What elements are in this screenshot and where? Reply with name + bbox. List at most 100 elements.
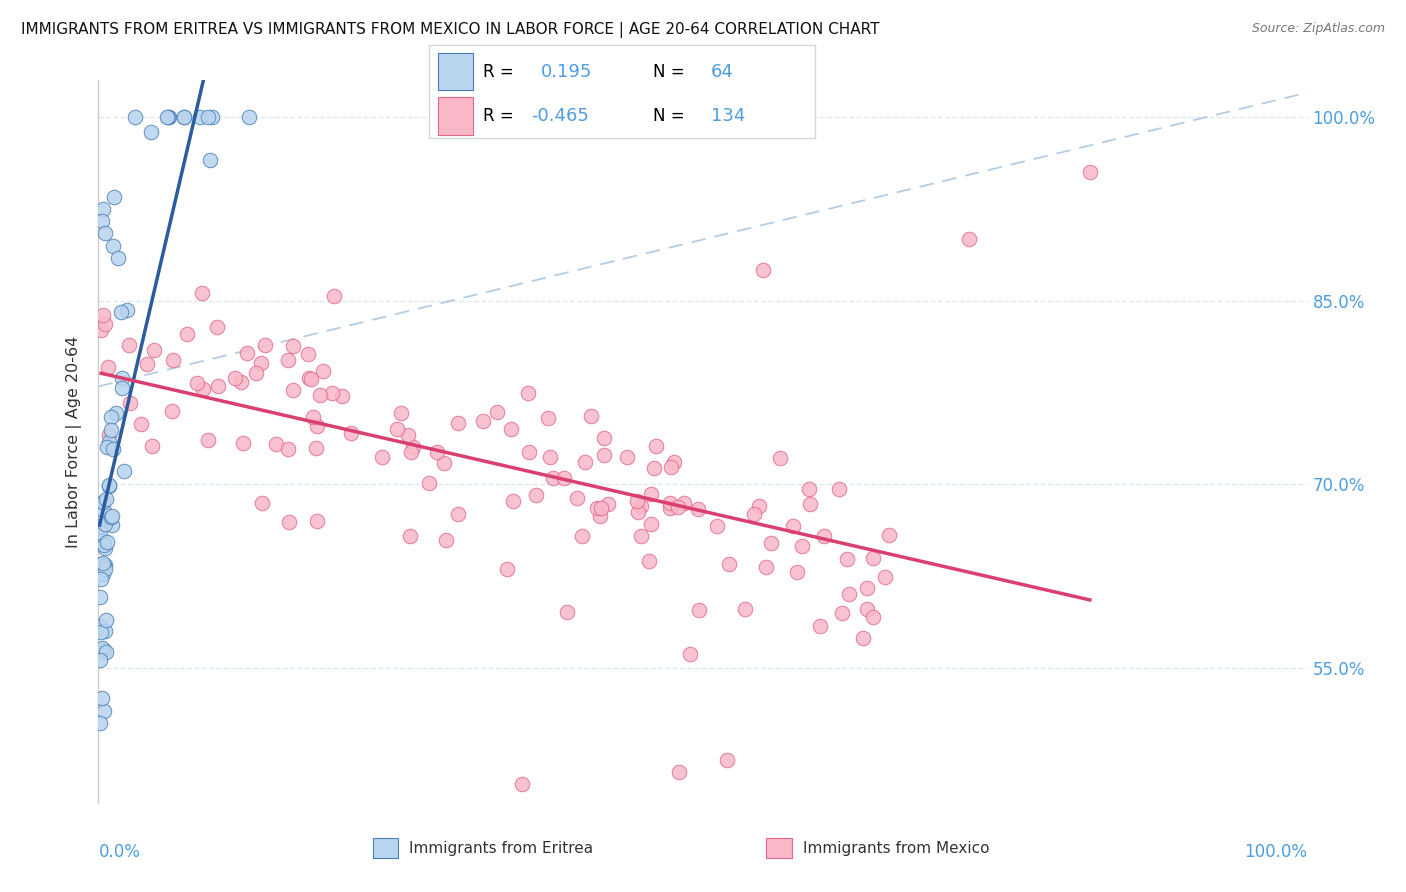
Point xyxy=(103,189,125,203)
Point xyxy=(1078,165,1101,179)
Point xyxy=(98,479,121,493)
Point xyxy=(93,562,115,576)
Point xyxy=(517,445,540,459)
Point xyxy=(100,409,122,424)
Point xyxy=(645,439,668,453)
Point xyxy=(659,459,682,474)
Point xyxy=(589,509,612,524)
Point xyxy=(679,647,702,661)
Point xyxy=(101,442,124,456)
Text: 100.0%: 100.0% xyxy=(1244,843,1308,861)
Text: 0.195: 0.195 xyxy=(541,62,592,81)
Point xyxy=(447,417,470,431)
Point xyxy=(93,559,115,574)
Point xyxy=(302,410,325,425)
Point xyxy=(298,371,321,385)
Point xyxy=(238,110,260,124)
Point xyxy=(160,404,183,418)
Point xyxy=(90,323,112,337)
Point xyxy=(643,460,665,475)
Point xyxy=(835,552,858,566)
Point xyxy=(755,559,778,574)
Point xyxy=(748,499,770,513)
Point xyxy=(586,500,609,515)
Point xyxy=(93,227,115,241)
Point xyxy=(782,518,804,533)
Point xyxy=(283,384,305,398)
Point xyxy=(90,624,112,639)
Point xyxy=(162,353,184,368)
Point xyxy=(100,509,122,524)
Point xyxy=(91,494,114,508)
Point xyxy=(98,478,121,492)
Point xyxy=(596,497,619,511)
Point xyxy=(101,238,124,252)
Point xyxy=(673,496,696,510)
Point xyxy=(855,581,877,595)
Point xyxy=(141,125,163,139)
Point xyxy=(96,535,118,549)
Point xyxy=(118,338,141,352)
Point xyxy=(91,202,114,216)
Point xyxy=(792,539,814,553)
Point xyxy=(93,318,115,332)
Point xyxy=(135,357,157,371)
Point xyxy=(688,603,710,617)
Point xyxy=(862,550,884,565)
Bar xyxy=(439,53,474,90)
Point xyxy=(666,500,689,514)
Point xyxy=(118,396,141,410)
Point xyxy=(434,533,457,548)
Point xyxy=(96,440,118,454)
Point xyxy=(485,405,508,419)
Point xyxy=(838,587,860,601)
Point xyxy=(277,353,299,368)
Point xyxy=(686,502,709,516)
Point xyxy=(176,327,198,342)
Point xyxy=(94,613,117,627)
Point xyxy=(856,602,879,616)
Point xyxy=(616,450,638,465)
Point xyxy=(496,562,519,576)
Text: 134: 134 xyxy=(711,107,745,125)
Point xyxy=(389,406,412,420)
Point xyxy=(277,516,299,530)
Point xyxy=(541,471,564,485)
Text: -0.465: -0.465 xyxy=(531,107,589,125)
Point xyxy=(229,376,252,390)
Point xyxy=(589,501,612,516)
Point xyxy=(142,343,165,358)
Point xyxy=(305,441,328,455)
Y-axis label: In Labor Force | Age 20-64: In Labor Force | Age 20-64 xyxy=(66,335,83,548)
Point xyxy=(186,376,208,390)
Point xyxy=(93,504,115,518)
Point xyxy=(157,110,180,124)
Point xyxy=(877,528,900,542)
Point xyxy=(799,497,821,511)
Point xyxy=(323,289,346,303)
Point xyxy=(401,445,423,459)
Point xyxy=(90,572,112,586)
Point xyxy=(94,516,117,531)
Point xyxy=(813,529,835,543)
Point xyxy=(305,418,328,433)
Point xyxy=(418,475,440,490)
Point xyxy=(91,534,114,549)
Point xyxy=(173,110,195,124)
Point xyxy=(299,372,322,386)
Point xyxy=(538,450,561,464)
Point xyxy=(124,110,146,124)
Point xyxy=(111,371,134,385)
Point xyxy=(553,470,575,484)
Point xyxy=(250,356,273,370)
Point xyxy=(197,434,219,448)
Point xyxy=(305,514,328,528)
Point xyxy=(101,518,124,533)
Point xyxy=(875,570,897,584)
Point xyxy=(93,704,115,718)
Point xyxy=(574,455,596,469)
Point xyxy=(89,619,111,633)
Point xyxy=(828,482,851,496)
Point xyxy=(245,367,267,381)
Point xyxy=(659,501,682,516)
